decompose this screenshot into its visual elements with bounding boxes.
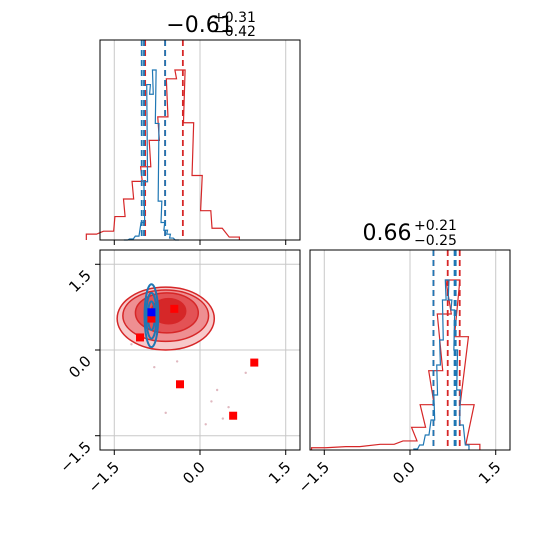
scatter-sample (244, 371, 247, 375)
title-param1: 0.66 (363, 221, 412, 246)
marker-red (136, 333, 144, 342)
marker-blue (147, 308, 156, 317)
y-tick-label: 1.5 (65, 266, 95, 296)
contour-blue (145, 291, 158, 340)
x-tick-label: 1.5 (265, 458, 295, 488)
hist-blue-param1 (413, 279, 470, 450)
title-param0-minus: −0.42 (213, 24, 256, 40)
scatter-sample (175, 360, 179, 363)
y-tick-label: −1.5 (56, 438, 94, 476)
scatter-sample (210, 400, 213, 403)
hist-blue-param0 (123, 69, 179, 241)
marker-red (170, 304, 179, 313)
scatter-sample (130, 343, 133, 346)
title-param1-plus: +0.21 (414, 218, 457, 234)
scatter-sample (215, 388, 219, 392)
contour-blue (143, 283, 160, 349)
scatter-sample (153, 365, 156, 369)
scatter-sample (227, 405, 230, 409)
y-tick-label: 0.0 (65, 352, 95, 382)
marker-red (250, 358, 259, 367)
title-param1-minus: −0.25 (414, 233, 457, 249)
scatter-sample (204, 423, 207, 426)
marker-red (176, 380, 184, 389)
marker-red (229, 411, 238, 420)
x-tick-label: −1.5 (85, 458, 123, 496)
x-tick-label: −1.5 (295, 458, 333, 496)
hist-red-param1 (310, 279, 481, 450)
x-tick-label: 0.0 (179, 458, 209, 488)
marker-red (147, 314, 156, 323)
scatter-sample (221, 417, 225, 420)
title-param0-plus: +0.31 (213, 10, 256, 26)
x-tick-label: 1.5 (475, 458, 505, 488)
title-param0: −0.61 (166, 13, 233, 38)
hist-red-param0 (85, 69, 240, 240)
scatter-sample (164, 411, 167, 415)
x-tick-label: 0.0 (389, 458, 419, 488)
